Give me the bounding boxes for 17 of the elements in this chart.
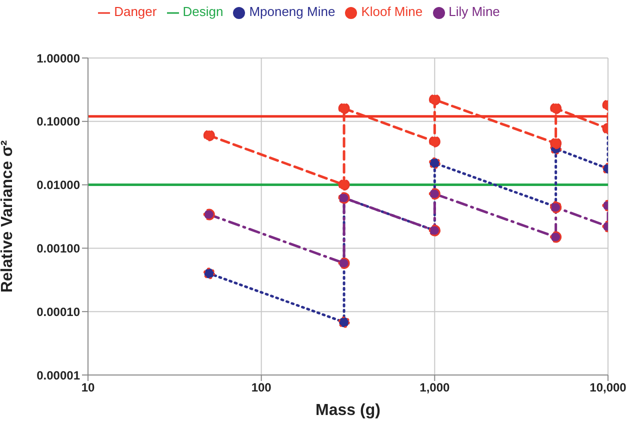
y-tick-label: 1.00000: [36, 51, 80, 66]
y-tick-label: 0.10000: [36, 114, 80, 129]
y-axis-title: Relative Variance σ²: [0, 140, 16, 293]
x-tick-label: 10: [81, 380, 95, 395]
y-tick-label: 0.00010: [36, 304, 80, 319]
y-tick-label: 0.01000: [36, 178, 80, 192]
legend-label: Design: [182, 4, 224, 19]
x-tick-label: 1,000: [420, 380, 450, 395]
x-axis-title: Mass (g): [316, 402, 380, 419]
legend-label: Mponeng Mine: [249, 4, 336, 19]
y-tick-label: 0.00001: [36, 368, 80, 382]
legend-label: Danger: [114, 4, 157, 19]
legend-label: Lily Mine: [448, 4, 500, 19]
x-tick-label: 10,000: [590, 380, 627, 395]
y-tick-label: 0.00100: [36, 241, 80, 256]
legend-label: Kloof Mine: [361, 4, 423, 19]
x-tick-label: 100: [251, 380, 272, 395]
